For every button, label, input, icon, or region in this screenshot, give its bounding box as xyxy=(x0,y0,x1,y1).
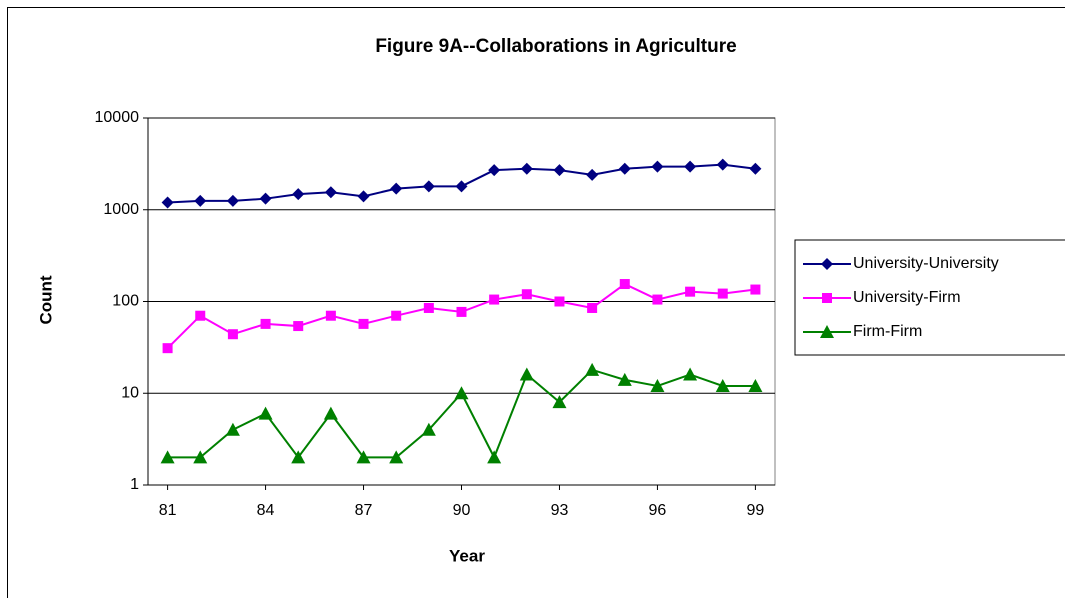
marker xyxy=(260,318,271,329)
marker xyxy=(421,422,436,436)
marker xyxy=(195,310,206,321)
chart-title: Figure 9A--Collaborations in Agriculture xyxy=(375,36,736,57)
x-tick-label: 81 xyxy=(159,502,177,519)
marker xyxy=(193,450,208,464)
y-tick-label: 100 xyxy=(112,293,139,310)
marker xyxy=(821,258,833,270)
legend-label: University-Firm xyxy=(853,289,961,306)
marker xyxy=(685,286,696,297)
marker xyxy=(748,378,763,392)
marker xyxy=(357,190,370,203)
marker xyxy=(749,162,762,175)
marker xyxy=(423,302,434,313)
marker xyxy=(586,168,599,181)
marker xyxy=(391,310,402,321)
marker xyxy=(617,372,632,386)
x-tick-label: 90 xyxy=(453,502,471,519)
x-axis-title: Year xyxy=(449,546,485,565)
x-tick-label: 87 xyxy=(355,502,373,519)
marker xyxy=(488,164,501,177)
marker xyxy=(324,186,337,199)
marker xyxy=(619,279,630,290)
marker xyxy=(227,329,238,340)
marker xyxy=(585,362,600,376)
marker xyxy=(650,378,665,392)
marker xyxy=(422,180,435,193)
x-tick-label: 96 xyxy=(649,502,667,519)
marker xyxy=(652,294,663,305)
marker xyxy=(292,188,305,201)
legend-label: University-University xyxy=(853,255,999,272)
y-tick-label: 10000 xyxy=(95,109,140,126)
marker xyxy=(356,450,371,464)
marker xyxy=(323,406,338,420)
y-axis-title: Count xyxy=(36,275,55,324)
marker xyxy=(715,378,730,392)
marker xyxy=(618,162,631,175)
marker xyxy=(487,450,502,464)
y-tick-label: 10 xyxy=(121,384,139,401)
marker xyxy=(293,321,304,332)
marker xyxy=(226,194,239,207)
marker xyxy=(651,160,664,173)
marker xyxy=(389,450,404,464)
marker xyxy=(291,450,306,464)
marker xyxy=(684,160,697,173)
marker xyxy=(822,293,832,303)
marker xyxy=(225,422,240,436)
x-tick-label: 84 xyxy=(257,502,275,519)
marker xyxy=(194,194,207,207)
y-tick-label: 1 xyxy=(130,476,139,493)
marker xyxy=(553,164,566,177)
marker xyxy=(521,289,532,300)
marker xyxy=(390,182,403,195)
marker xyxy=(519,367,534,381)
marker xyxy=(820,325,834,338)
marker xyxy=(358,318,369,329)
x-tick-label: 93 xyxy=(551,502,569,519)
marker xyxy=(259,192,272,205)
marker xyxy=(258,406,273,420)
marker xyxy=(717,288,728,299)
marker xyxy=(750,284,761,295)
marker xyxy=(520,162,533,175)
y-tick-label: 1000 xyxy=(103,201,139,218)
marker xyxy=(162,343,173,354)
marker xyxy=(552,395,567,409)
marker xyxy=(325,310,336,321)
marker xyxy=(161,196,174,209)
legend-label: Firm-Firm xyxy=(853,323,922,340)
marker xyxy=(455,180,468,193)
x-tick-label: 99 xyxy=(747,502,765,519)
marker xyxy=(587,302,598,313)
marker xyxy=(554,296,565,307)
marker xyxy=(454,386,469,400)
marker xyxy=(683,367,698,381)
marker xyxy=(489,294,500,305)
marker xyxy=(716,158,729,171)
marker xyxy=(160,450,175,464)
marker xyxy=(456,306,467,317)
